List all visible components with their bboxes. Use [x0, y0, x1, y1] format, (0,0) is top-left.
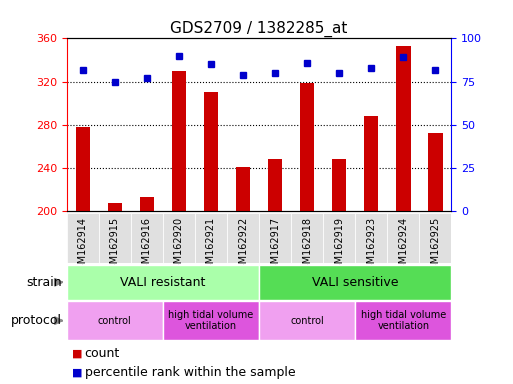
Bar	[140, 197, 154, 211]
Text: percentile rank within the sample: percentile rank within the sample	[85, 366, 295, 379]
Bar	[195, 213, 227, 263]
Bar	[323, 213, 355, 263]
Text: high tidal volume
ventilation: high tidal volume ventilation	[361, 310, 446, 331]
Bar	[75, 127, 90, 211]
Text: GSM162920: GSM162920	[174, 217, 184, 276]
Text: GSM162924: GSM162924	[399, 217, 408, 276]
Text: GSM162919: GSM162919	[334, 217, 344, 276]
Text: GSM162914: GSM162914	[78, 217, 88, 276]
Text: GSM162925: GSM162925	[430, 217, 440, 276]
Bar	[67, 213, 98, 263]
Bar	[67, 301, 163, 340]
Bar	[332, 159, 346, 211]
Text: protocol: protocol	[11, 314, 62, 327]
Bar	[163, 213, 195, 263]
Bar	[259, 213, 291, 263]
Bar	[131, 213, 163, 263]
Text: VALI resistant: VALI resistant	[120, 276, 206, 289]
Bar	[396, 46, 410, 211]
Text: count: count	[85, 347, 120, 360]
Bar	[291, 213, 323, 263]
Bar	[67, 265, 259, 300]
Text: GSM162917: GSM162917	[270, 217, 280, 276]
Text: GSM162923: GSM162923	[366, 217, 376, 276]
Bar	[163, 301, 259, 340]
Text: ■: ■	[72, 348, 82, 358]
Bar	[268, 159, 282, 211]
Bar	[355, 301, 451, 340]
Bar	[259, 301, 355, 340]
Bar	[236, 167, 250, 211]
Bar	[300, 83, 314, 211]
Text: strain: strain	[26, 276, 62, 289]
Text: control: control	[98, 316, 132, 326]
Text: GSM162918: GSM162918	[302, 217, 312, 276]
Bar	[259, 265, 451, 300]
Title: GDS2709 / 1382285_at: GDS2709 / 1382285_at	[170, 21, 348, 37]
Bar	[355, 213, 387, 263]
Text: control: control	[290, 316, 324, 326]
Bar	[108, 203, 122, 211]
Bar	[420, 213, 451, 263]
Bar	[387, 213, 420, 263]
Bar	[98, 213, 131, 263]
Bar	[204, 93, 218, 211]
Bar	[172, 71, 186, 211]
Text: ■: ■	[72, 367, 82, 377]
Text: VALI sensitive: VALI sensitive	[312, 276, 399, 289]
Bar	[428, 134, 443, 211]
Bar	[364, 116, 379, 211]
Text: GSM162921: GSM162921	[206, 217, 216, 276]
Text: GSM162916: GSM162916	[142, 217, 152, 276]
Text: GSM162915: GSM162915	[110, 217, 120, 276]
Text: high tidal volume
ventilation: high tidal volume ventilation	[168, 310, 253, 331]
Bar	[227, 213, 259, 263]
Text: GSM162922: GSM162922	[238, 217, 248, 276]
